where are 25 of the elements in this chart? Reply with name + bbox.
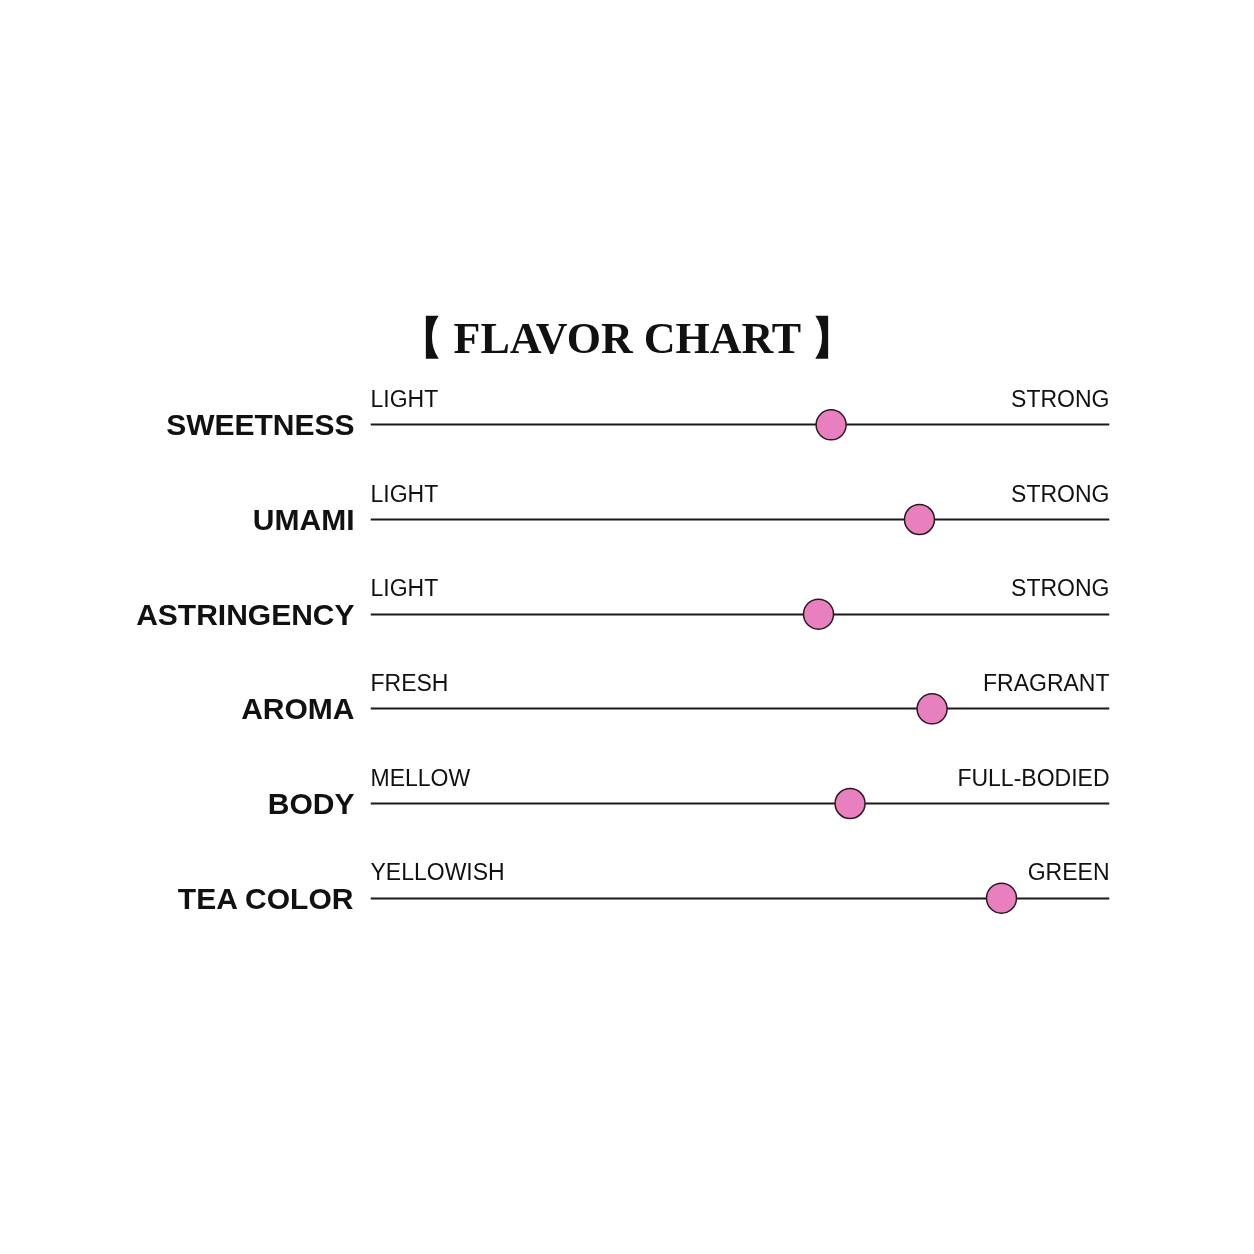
y-tick-label: ASTRINGENCY — [136, 597, 355, 631]
chart-title: 【 FLAVOR CHART 】 — [398, 313, 856, 363]
y-tick-label: UMAMI — [252, 503, 355, 536]
point — [985, 882, 1018, 914]
annotation: FRAGRANT — [983, 669, 1110, 696]
point — [916, 693, 948, 725]
text: STRONG — [1011, 385, 1110, 412]
point — [802, 598, 835, 630]
annotation: MELLOW — [370, 764, 471, 791]
annotation: FRESH — [370, 669, 449, 696]
annotation: YELLOWISH — [370, 859, 505, 886]
annotation: FULL-BODIED — [957, 764, 1110, 791]
annotation: LIGHT — [370, 480, 439, 507]
y-tick-label: SWEETNESS — [166, 408, 355, 442]
y-tick-label: TEA COLOR — [177, 881, 354, 915]
point — [834, 787, 866, 820]
annotation: LIGHT — [370, 575, 439, 602]
annotation: LIGHT — [370, 385, 439, 412]
point — [903, 503, 936, 536]
text: STRONG — [1011, 480, 1110, 507]
text: GREEN — [1027, 859, 1110, 886]
y-tick-label: AROMA — [241, 692, 355, 726]
point — [815, 409, 847, 441]
text: STRONG — [1011, 575, 1110, 602]
y-tick-label: BODY — [267, 787, 355, 820]
